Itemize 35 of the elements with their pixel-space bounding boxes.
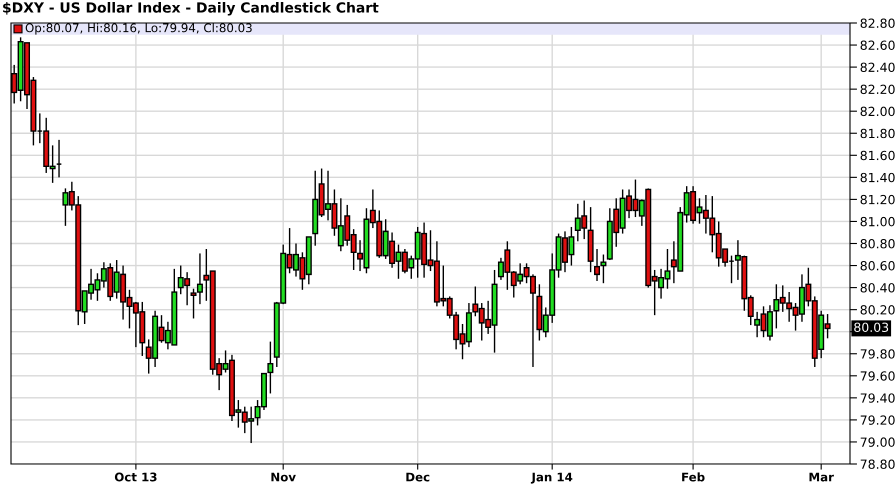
- y-tick-label: 80.80: [860, 238, 895, 248]
- x-tick-label: Nov: [271, 472, 296, 482]
- y-tick-label: 82.80: [860, 18, 895, 28]
- x-tick-label: Feb: [682, 472, 705, 482]
- candlestick: [600, 254, 606, 284]
- candlestick: [190, 288, 197, 320]
- y-tick-label: 80.60: [860, 261, 895, 270]
- y-tick-label: 81.80: [860, 128, 895, 138]
- y-tick-label: 79.20: [860, 415, 895, 425]
- chart-title: $DXY - US Dollar Index - Daily Candlestick Chart: [3, 2, 378, 16]
- candlestick: [267, 340, 274, 394]
- x-tick-label: Mar: [809, 472, 834, 482]
- text: 80.03: [854, 322, 888, 332]
- y-tick-label: 82.60: [860, 40, 895, 50]
- y-tick-label: 79.80: [860, 349, 895, 359]
- y-tick-label: 79.00: [860, 437, 895, 447]
- x-tick-label: Dec: [406, 472, 430, 482]
- candlestick: [594, 248, 600, 282]
- candlestick: [56, 139, 62, 178]
- y-tick-label: 80.20: [860, 305, 895, 315]
- candlestick: [196, 252, 203, 305]
- y-tick-label: 81.60: [860, 150, 895, 160]
- x-tick-label: Oct 13: [114, 472, 157, 482]
- y-tick-label: 81.40: [860, 172, 895, 182]
- y-tick-label: 82.00: [860, 106, 895, 116]
- y-tick-label: 82.20: [860, 84, 895, 94]
- x-tick-label: Jan 14: [530, 472, 572, 484]
- y-tick-label: 82.40: [860, 62, 895, 72]
- y-tick-label: 78.80: [860, 459, 895, 469]
- y-tick-label: 79.60: [860, 371, 895, 381]
- y-tick-label: 81.20: [860, 194, 895, 204]
- y-tick-label: 79.40: [860, 393, 895, 403]
- y-tick-label: 80.40: [860, 283, 895, 293]
- y-tick-label: 81.00: [860, 216, 895, 226]
- annotation: Op:80.07, Hi:80.16, Lo:79.94, Cl:80.03: [26, 23, 252, 35]
